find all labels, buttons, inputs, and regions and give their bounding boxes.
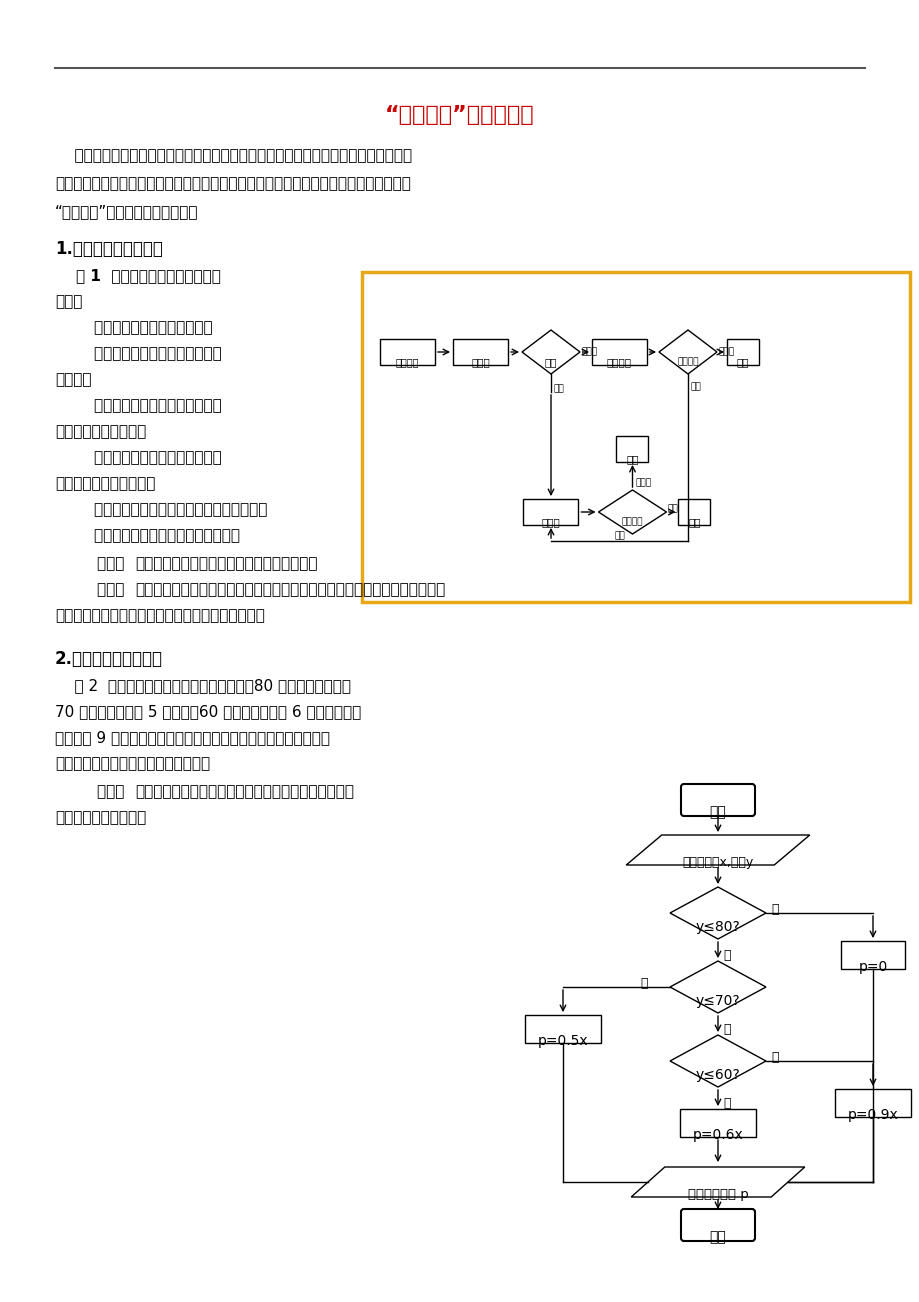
Text: “亲密接触”几个生活中的流程图。: “亲密接触”几个生活中的流程图。	[55, 204, 199, 219]
Bar	[361, 272, 909, 602]
Bar	[591, 339, 646, 365]
Text: 例 1  某工厂加工某种零件有三道: 例 1 某工厂加工某种零件有三道	[55, 268, 221, 283]
Text: 按照工序要求，可以画出下面的工序流程图：: 按照工序要求，可以画出下面的工序流程图：	[135, 556, 317, 572]
Text: 2.商业买卖中的流程图: 2.商业买卖中的流程图	[55, 650, 163, 668]
Polygon shape	[521, 329, 579, 374]
Text: 否: 否	[722, 1098, 730, 1111]
Text: 最后检验: 最后检验	[621, 517, 642, 526]
Text: 系的图示，直观形象，让人一目了然，正因为如此，生活中处处有框图，下面让我们一个: 系的图示，直观形象，让人一目了然，正因为如此，生活中处处有框图，下面让我们一个	[55, 176, 411, 191]
Bar	[834, 1088, 910, 1117]
Text: 检验: 检验	[544, 357, 557, 367]
Polygon shape	[630, 1167, 804, 1197]
Text: “亲密接触”几个流程图: “亲密接触”几个流程图	[385, 105, 534, 125]
Polygon shape	[598, 490, 665, 534]
Text: p=0: p=0	[857, 960, 887, 974]
Text: 零件到达: 零件到达	[395, 357, 419, 367]
Text: 解析：: 解析：	[55, 556, 124, 572]
Text: p=0.5x: p=0.5x	[537, 1034, 587, 1048]
Text: 例 2  某自助餐厅准备进行优惠酬宾活动：80 岁以上老人免费；: 例 2 某自助餐厅准备进行优惠酬宾活动：80 岁以上老人免费；	[55, 678, 351, 693]
FancyBboxPatch shape	[680, 784, 754, 816]
Text: 不合格: 不合格	[635, 478, 651, 487]
Text: 嵌套。程序框图如下：: 嵌套。程序框图如下：	[55, 810, 146, 825]
Text: 输入消费额x,年龄y: 输入消费额x,年龄y	[682, 855, 753, 868]
Text: 用流程图表示这个零件的加工过程。: 用流程图表示这个零件的加工过程。	[55, 529, 240, 543]
Polygon shape	[669, 887, 766, 939]
Text: 是: 是	[722, 949, 730, 962]
Polygon shape	[658, 329, 716, 374]
Text: 说明：: 说明：	[55, 582, 124, 598]
Text: y≤60?: y≤60?	[695, 1068, 740, 1082]
Bar	[452, 339, 507, 365]
Bar	[840, 941, 904, 969]
Bar	[726, 339, 758, 365]
Text: 解析：: 解析：	[55, 784, 124, 799]
Polygon shape	[669, 961, 766, 1013]
Text: p=0.6x: p=0.6x	[692, 1128, 743, 1142]
Text: y≤80?: y≤80?	[695, 921, 740, 934]
Text: 本题中程序的流程流向取决于条件的判断，是条件结构: 本题中程序的流程流向取决于条件的判断，是条件结构	[135, 784, 354, 799]
Text: 不合格品作为废品处理；: 不合格品作为废品处理；	[55, 477, 155, 491]
Text: 否: 否	[770, 904, 777, 917]
Text: 返修加工: 返修加工	[607, 357, 631, 367]
Text: 废品: 废品	[736, 357, 748, 367]
Text: 嘉宾享受 9 折优惠。想要一个程序，可以输入用餐者的年龄、消费: 嘉宾享受 9 折优惠。想要一个程序，可以输入用餐者的年龄、消费	[55, 730, 330, 745]
Text: 是: 是	[722, 1023, 730, 1036]
Bar	[678, 499, 709, 525]
Text: 精加工的合格品为成品，不合格品为废品。: 精加工的合格品为成品，不合格品为废品。	[55, 503, 267, 517]
Text: 每道工序完成时，都要对产品进: 每道工序完成时，都要对产品进	[55, 346, 221, 361]
Bar	[525, 1016, 600, 1043]
Text: 初加工的合格品进入精加工，不: 初加工的合格品进入精加工，不	[55, 398, 221, 413]
Text: 工序：: 工序：	[55, 294, 83, 309]
Text: 行检验；: 行检验；	[55, 372, 91, 387]
Text: 是: 是	[770, 1051, 777, 1064]
Text: 额，输出应付金额。请画出程序框图。: 额，输出应付金额。请画出程序框图。	[55, 756, 210, 771]
Text: 返修检验: 返修检验	[676, 357, 698, 366]
Text: 不合格: 不合格	[582, 348, 597, 355]
Bar	[679, 1109, 755, 1137]
Polygon shape	[626, 835, 809, 865]
Text: 返修加工的合格品进入精加工，: 返修加工的合格品进入精加工，	[55, 450, 221, 465]
Text: 有关工序流程图应先理清工序大体分几个阶段，再对每一阶段细分，每一步应: 有关工序流程图应先理清工序大体分几个阶段，再对每一阶段细分，每一步应	[135, 582, 445, 598]
Text: 粗加工、返修加工和精加工；: 粗加工、返修加工和精加工；	[55, 320, 212, 335]
Text: 精加工: 精加工	[541, 517, 560, 527]
Bar	[616, 436, 648, 462]
Text: 合格: 合格	[690, 381, 701, 391]
Text: 开始: 开始	[709, 805, 726, 819]
Text: 成品: 成品	[687, 517, 700, 527]
FancyBboxPatch shape	[680, 1210, 754, 1241]
Text: 粗加工: 粗加工	[471, 357, 489, 367]
Text: 注意先后顺序，这是十分关键的，否则会产生错误。: 注意先后顺序，这是十分关键的，否则会产生错误。	[55, 608, 265, 622]
Text: 合格品进入返修加工；: 合格品进入返修加工；	[55, 424, 146, 439]
Text: p=0.9x: p=0.9x	[846, 1108, 897, 1122]
Polygon shape	[669, 1035, 766, 1087]
Text: 合格: 合格	[614, 531, 624, 540]
Text: 合格: 合格	[667, 504, 677, 513]
Bar	[523, 499, 578, 525]
Bar	[380, 339, 435, 365]
Text: y≤70?: y≤70?	[695, 993, 740, 1008]
Text: 废品: 废品	[626, 454, 638, 464]
Text: 不合格: 不合格	[719, 348, 734, 355]
Text: 否: 否	[640, 976, 647, 990]
Text: 合格: 合格	[553, 384, 564, 393]
Text: 输出应付金额 p: 输出应付金额 p	[686, 1187, 747, 1200]
Text: 我们知道，框图可分为流程图和结构图，是一种表示一个系统各部分和各环节之间关: 我们知道，框图可分为流程图和结构图，是一种表示一个系统各部分和各环节之间关	[55, 148, 412, 163]
Text: 结束: 结束	[709, 1230, 726, 1243]
Text: 1.工业生产中的流程图: 1.工业生产中的流程图	[55, 240, 163, 258]
Text: 70 岁以上老人享受 5 折优惠；60 岁以上老人享受 6 折优惠；其余: 70 岁以上老人享受 5 折优惠；60 岁以上老人享受 6 折优惠；其余	[55, 704, 361, 719]
